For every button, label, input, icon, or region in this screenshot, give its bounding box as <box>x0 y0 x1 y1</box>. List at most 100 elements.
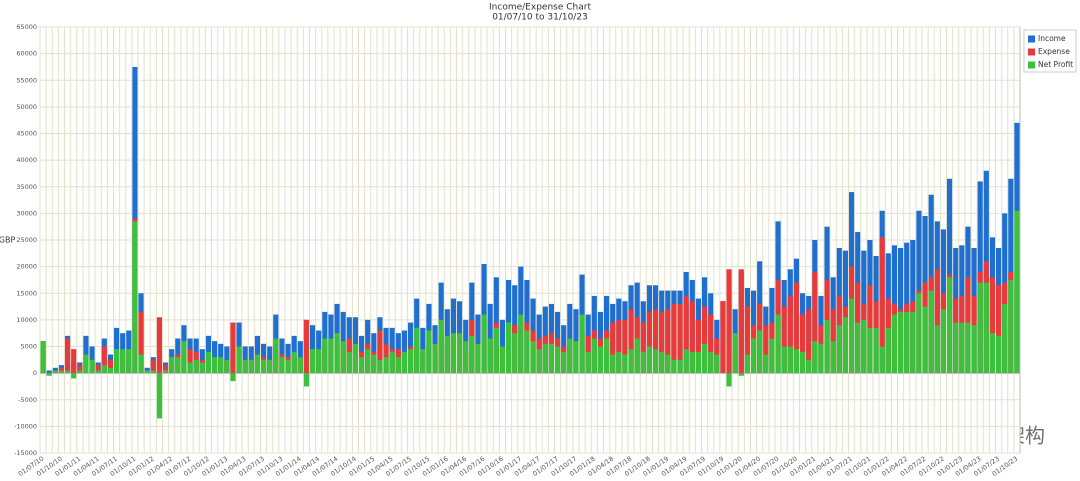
bar <box>499 346 505 374</box>
bar <box>867 327 873 374</box>
bar <box>885 327 891 374</box>
bar <box>457 333 463 374</box>
bar <box>481 314 487 374</box>
bar <box>383 357 389 374</box>
bar <box>610 322 616 374</box>
bar <box>898 311 904 374</box>
bar <box>156 317 162 374</box>
bar <box>71 373 77 379</box>
bar <box>744 306 750 374</box>
bar <box>953 322 959 374</box>
legend-swatch <box>1028 48 1035 56</box>
bar <box>212 357 218 374</box>
bar <box>205 351 211 374</box>
bar <box>77 370 83 374</box>
bar <box>487 338 493 374</box>
bar <box>677 303 683 374</box>
bar <box>628 349 634 374</box>
bar <box>40 341 46 374</box>
bar <box>193 359 199 374</box>
bar <box>977 282 983 374</box>
bar <box>438 319 444 374</box>
bar <box>156 373 162 419</box>
bar <box>359 357 365 374</box>
bar <box>512 333 518 374</box>
bar <box>640 322 646 374</box>
y-tick-label: 55000 <box>16 76 37 84</box>
bar <box>107 359 113 374</box>
y-tick-label: 25000 <box>16 236 37 244</box>
bar <box>303 373 309 387</box>
bar <box>334 333 340 374</box>
bar <box>793 282 799 374</box>
bar <box>597 346 603 374</box>
bar <box>849 298 855 374</box>
y-tick-label: -15000 <box>14 449 37 457</box>
bar <box>665 354 671 374</box>
bar <box>401 351 407 374</box>
bar <box>254 354 260 374</box>
bar <box>408 349 414 374</box>
bar <box>996 335 1002 374</box>
bar <box>904 311 910 374</box>
bar <box>989 277 995 374</box>
y-tick-label: 65000 <box>16 23 37 31</box>
bar <box>738 373 744 376</box>
bar <box>879 237 885 374</box>
bar <box>604 338 610 374</box>
bar <box>812 271 818 374</box>
bar <box>493 327 499 374</box>
bar <box>824 319 830 374</box>
bar <box>959 322 965 374</box>
bar <box>830 341 836 374</box>
bar <box>689 351 695 374</box>
bar <box>163 370 169 374</box>
bar <box>65 338 71 374</box>
bar <box>1008 279 1014 374</box>
bar <box>132 221 138 374</box>
bar <box>279 357 285 374</box>
bar <box>555 346 561 374</box>
bar <box>340 341 346 374</box>
y-tick-label: 60000 <box>16 50 37 58</box>
bar <box>934 325 940 374</box>
bar <box>120 349 126 374</box>
bar <box>965 322 971 374</box>
bar <box>365 349 371 374</box>
bar <box>861 319 867 374</box>
bar <box>181 341 187 374</box>
bar <box>420 349 426 374</box>
bar <box>916 293 922 374</box>
bar <box>310 349 316 374</box>
bar <box>732 333 738 374</box>
bar <box>683 295 689 374</box>
bar <box>702 306 708 374</box>
bar <box>726 269 732 374</box>
bar <box>781 306 787 374</box>
y-tick-label: -10000 <box>14 422 37 430</box>
bar <box>77 365 83 374</box>
bar <box>236 346 242 374</box>
bar <box>291 351 297 374</box>
bar <box>996 285 1002 374</box>
bar <box>769 338 775 374</box>
bar <box>983 282 989 374</box>
y-tick-label: 50000 <box>16 103 37 111</box>
legend-swatch <box>1028 35 1035 43</box>
bar <box>671 303 677 374</box>
bar <box>720 301 726 374</box>
bar <box>395 357 401 374</box>
bar <box>561 351 567 374</box>
bar <box>928 290 934 374</box>
bar <box>738 269 744 374</box>
bar <box>818 343 824 374</box>
bar <box>659 311 665 374</box>
bar <box>426 330 432 374</box>
bar <box>708 351 714 374</box>
bar <box>793 349 799 374</box>
bar <box>689 301 695 374</box>
bar <box>971 325 977 374</box>
bar <box>95 370 101 374</box>
bar <box>352 343 358 374</box>
